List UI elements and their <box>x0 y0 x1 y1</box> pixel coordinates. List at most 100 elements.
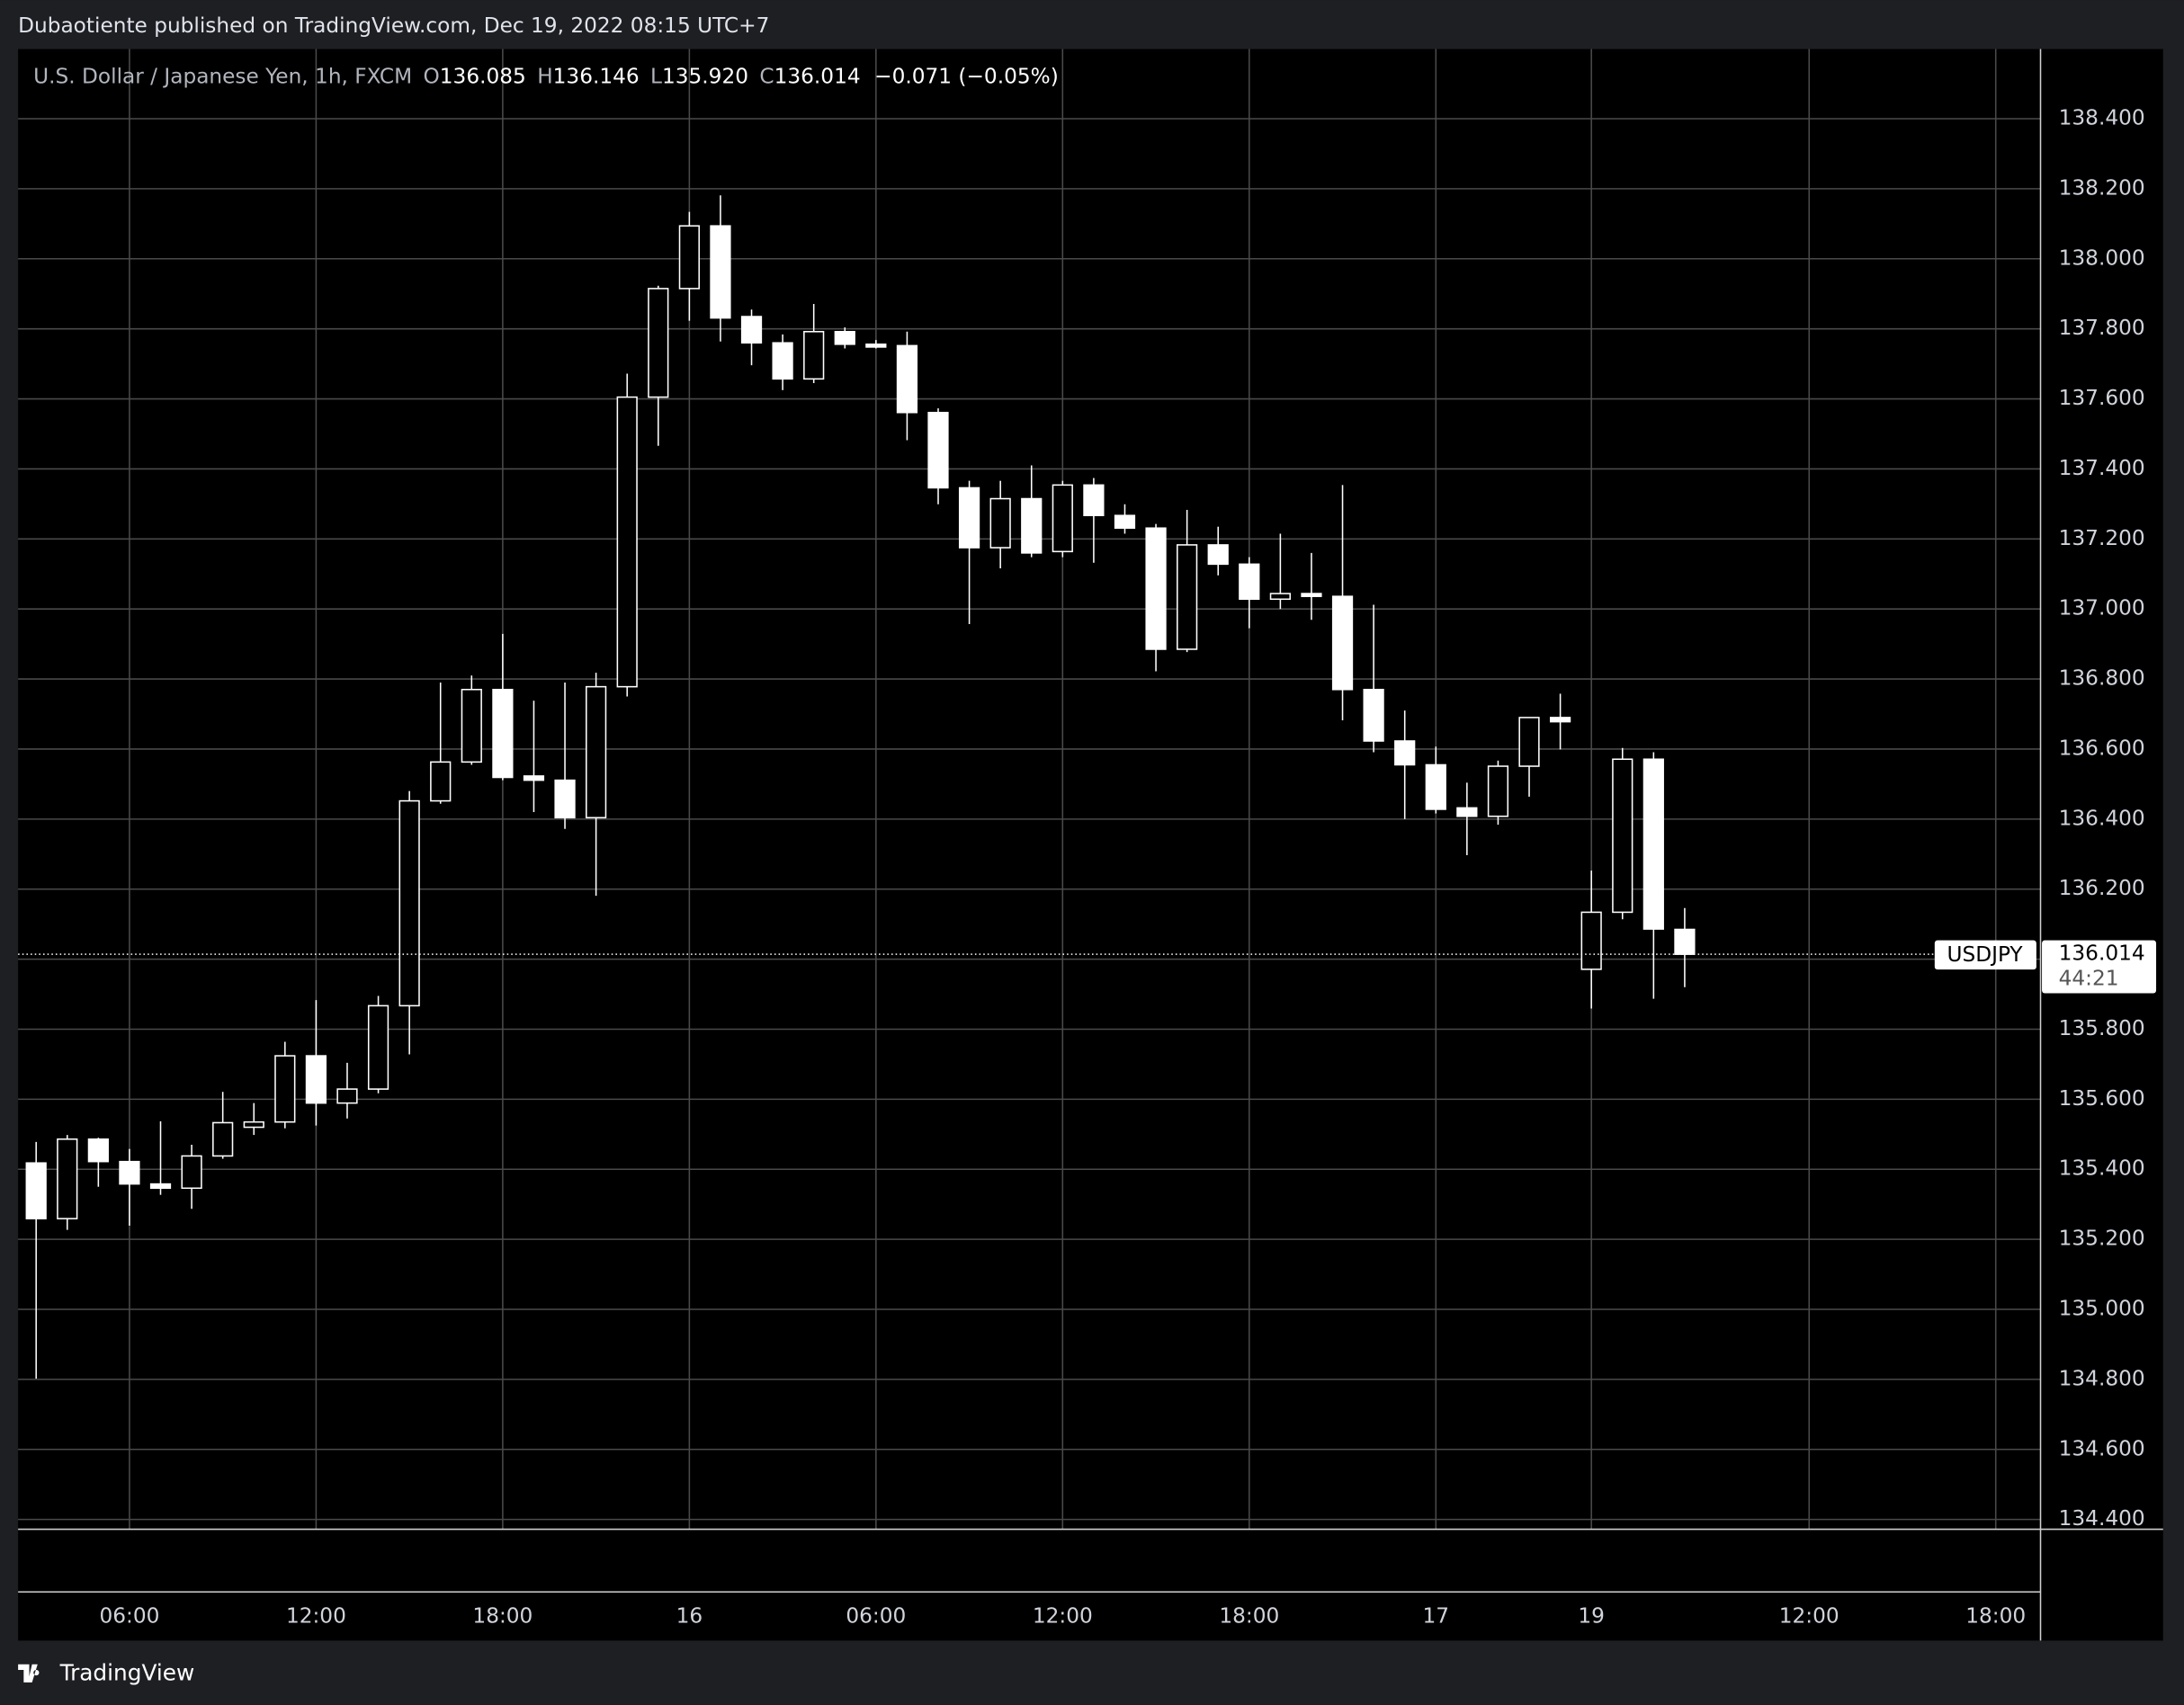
change: −0.071 (−0.05%) <box>874 64 1059 88</box>
logo-icon <box>18 1664 40 1683</box>
candle-body <box>1580 911 1602 970</box>
y-tick-label: 136.400 <box>2059 806 2145 830</box>
candle-body <box>305 1055 327 1104</box>
ohlc-value: 136.085 <box>440 64 526 88</box>
candle-body <box>492 688 514 779</box>
candle-body <box>119 1160 140 1185</box>
x-tick-label: 16 <box>676 1604 703 1629</box>
candle-body <box>1363 688 1384 742</box>
candle-body <box>1021 497 1043 554</box>
candle-body <box>1487 765 1509 817</box>
y-tick-label: 135.600 <box>2059 1086 2145 1111</box>
symbol-label-box <box>1934 940 2036 970</box>
candle-body <box>896 344 918 414</box>
x-tick-label: 12:00 <box>286 1604 346 1629</box>
candle-body <box>678 225 700 290</box>
candle-body <box>834 331 855 345</box>
candle-body <box>710 225 731 319</box>
candle-body <box>367 1004 389 1090</box>
candle-body <box>616 396 638 688</box>
ohlc-label: C <box>759 64 774 88</box>
y-tick-label: 136.800 <box>2059 666 2145 691</box>
candle-body <box>336 1088 358 1104</box>
x-tick-label: 18:00 <box>472 1604 533 1629</box>
candle-body <box>149 1183 172 1190</box>
candle-body <box>1549 717 1571 723</box>
logo: TradingView <box>18 1660 194 1686</box>
candle-body <box>1642 758 1664 930</box>
y-tick-label: 135.200 <box>2059 1227 2145 1251</box>
candle-body <box>1331 595 1354 691</box>
candle-body <box>1518 717 1540 767</box>
ohlc-value: 136.146 <box>553 64 640 88</box>
candle-body <box>1301 593 1322 597</box>
y-tick-label: 135.000 <box>2059 1297 2145 1321</box>
candle-body <box>274 1055 296 1123</box>
ohlc-value: 136.014 <box>774 64 861 88</box>
y-tick-label: 137.600 <box>2059 386 2145 410</box>
candle-body <box>212 1121 234 1157</box>
candle-body <box>398 799 420 1007</box>
x-tick-label: 19 <box>1578 1604 1605 1629</box>
candles <box>25 195 1696 1379</box>
y-tick-label: 135.400 <box>2059 1156 2145 1181</box>
candle-body <box>461 688 482 763</box>
x-tick-label: 06:00 <box>99 1604 159 1629</box>
x-tick-label: 12:00 <box>1779 1604 1839 1629</box>
candle-body <box>1114 514 1136 530</box>
publisher: Dubaotiente published on TradingView.com… <box>18 13 769 38</box>
candle-body <box>1145 527 1167 650</box>
symbol-title: U.S. Dollar / Japanese Yen, 1h, FXCM <box>33 64 412 88</box>
candle-body <box>1612 758 1634 914</box>
ohlc-value: 135.920 <box>662 64 748 88</box>
legend: U.S. Dollar / Japanese Yen, 1h, FXCM O136… <box>33 64 1059 88</box>
x-tick-label: 12:00 <box>1033 1604 1093 1629</box>
candle-body <box>586 685 607 819</box>
y-tick-label: 135.800 <box>2059 1016 2145 1040</box>
price-label-box <box>2042 940 2157 994</box>
candle-body <box>181 1155 202 1190</box>
ohlc-label: L <box>650 64 662 88</box>
candle-body <box>25 1162 47 1219</box>
countdown-label: 44:21 <box>2059 967 2119 991</box>
candle-body <box>927 411 949 489</box>
symbol-label: USDJPY <box>1947 942 2023 967</box>
candle-body <box>57 1138 78 1219</box>
candle-body <box>87 1138 109 1163</box>
candle-body <box>1394 740 1416 766</box>
y-tick-label: 134.400 <box>2059 1506 2145 1531</box>
candle-body <box>1207 544 1229 566</box>
candle-body <box>1083 484 1105 516</box>
y-tick-label: 134.600 <box>2059 1436 2145 1460</box>
plot-background <box>18 49 2163 1641</box>
ohlc-label: O <box>424 64 440 88</box>
y-tick-label: 138.200 <box>2059 175 2145 200</box>
y-tick-label: 136.600 <box>2059 736 2145 760</box>
candle-body <box>989 497 1011 549</box>
candle-body <box>554 779 576 819</box>
x-tick-label: 17 <box>1423 1604 1450 1629</box>
candle-body <box>865 344 887 348</box>
candle-body <box>523 775 545 781</box>
y-tick-label: 138.000 <box>2059 245 2145 270</box>
y-tick-label: 134.800 <box>2059 1366 2145 1390</box>
candle-body <box>648 288 669 398</box>
x-tick-label: 06:00 <box>846 1604 906 1629</box>
x-tick-label: 18:00 <box>1219 1604 1279 1629</box>
footer-brand: TradingView <box>59 1660 195 1686</box>
y-tick-label: 137.800 <box>2059 316 2145 340</box>
x-tick-label: 18:00 <box>1965 1604 2026 1629</box>
y-tick-label: 137.200 <box>2059 526 2145 550</box>
candle-body <box>243 1120 264 1129</box>
candle-body <box>958 487 980 549</box>
y-tick-label: 137.400 <box>2059 456 2145 480</box>
candle-body <box>1052 484 1073 553</box>
candle-body <box>1456 807 1478 817</box>
candle-body <box>1177 544 1198 650</box>
y-tick-label: 136.200 <box>2059 876 2145 900</box>
candle-body <box>772 342 793 380</box>
y-tick-label: 137.000 <box>2059 596 2145 620</box>
candle-body <box>803 331 825 380</box>
candle-body <box>430 761 452 802</box>
price-label: 136.014 <box>2059 942 2145 966</box>
